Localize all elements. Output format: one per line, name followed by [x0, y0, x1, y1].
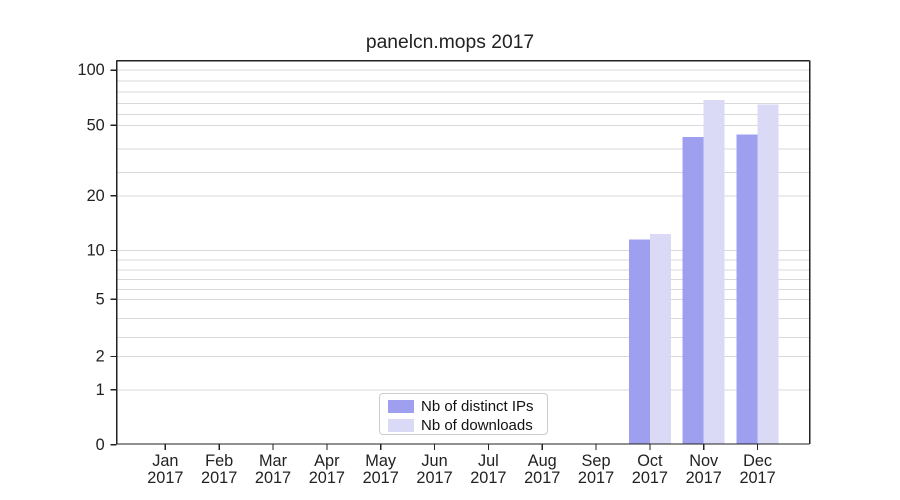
svg-text:100: 100: [78, 61, 105, 79]
svg-text:2: 2: [96, 348, 105, 366]
svg-text:20: 20: [87, 187, 105, 205]
svg-text:10: 10: [87, 241, 105, 259]
svg-text:50: 50: [87, 116, 105, 134]
svg-text:5: 5: [96, 290, 105, 308]
svg-text:1: 1: [96, 381, 105, 399]
svg-text:0: 0: [96, 436, 105, 454]
